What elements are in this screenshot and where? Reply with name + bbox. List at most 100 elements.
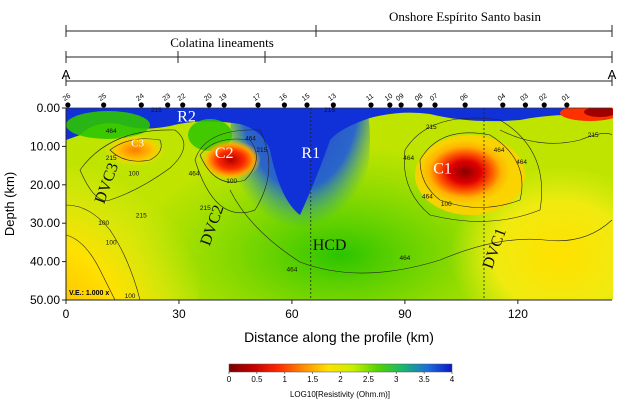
vertical-exaggeration-label: V.E.: 1.000 x [69,290,109,297]
contour-label: 100 [128,170,139,177]
station-markers: 26 25 24 23 22 20 19 17 16 15 13 11 10 09 08 07 06 04 03 02… [62,93,571,108]
top-brackets [65,25,613,86]
resistivity-field [66,108,613,300]
station-label: 04 [497,93,507,103]
station-dot [462,102,468,108]
x-tick-label: 30 [172,307,186,321]
station-dot [101,102,107,108]
station-label: 25 [98,93,108,103]
contour-label: 215 [588,132,599,139]
colorbar-tick-label: 3 [394,375,399,384]
x-tick-label: 0 [63,307,70,321]
station-dot [541,102,547,108]
station-label: 11 [365,93,375,103]
x-axis-label: Distance along the profile (km) [244,329,434,345]
station-label: 22 [177,93,187,103]
contour-label: 100 [106,239,117,246]
station-dot [180,102,186,108]
contour-label: 464 [245,136,256,143]
colorbar: 0 0.5 1 1.5 2 2.5 3 3.5 4 [227,363,455,384]
colorbar-tick-label: 0 [227,375,232,384]
x-axis: 0 30 60 90 120 [63,299,612,321]
colorbar-tick-label: 0.5 [251,375,263,384]
feature-label: R2 [177,108,196,125]
contour-label: 464 [516,159,527,166]
contour-label: 100 [98,220,109,227]
y-tick-label: 20.00 [30,178,60,192]
contour-label: 215 [106,155,117,162]
vertical-markers [310,108,485,300]
station-dot [500,102,506,108]
contour-label: 100 [125,293,136,300]
contour-label: 464 [494,147,505,154]
contour-label: 100 [226,178,237,185]
contour-label: 215 [136,213,147,220]
station-dot [165,102,171,108]
station-label: 03 [519,93,529,103]
station-dot [304,102,310,108]
contour-label: 464 [189,170,200,177]
x-tick-label: 60 [285,307,299,321]
contour-label: 464 [403,155,414,162]
station-label: 23 [162,93,172,103]
station-dot [206,102,212,108]
y-axis: 0.00 10.00 20.00 30.00 40.00 50.00 [30,101,67,307]
y-tick-label: 30.00 [30,216,60,230]
colorbar-tick-label: 4 [450,375,455,384]
station-label: 26 [62,93,72,103]
station-label: 09 [395,93,405,103]
colorbar-tick-label: 2 [338,375,343,384]
station-label: 24 [135,93,145,103]
feature-label: HCD [313,237,347,254]
x-tick-label: 90 [398,307,412,321]
station-label: 13 [327,93,337,103]
station-dot [65,102,71,108]
y-tick-label: 40.00 [30,255,60,269]
station-dot [255,102,261,108]
lineaments-label: Colatina lineaments [170,35,274,50]
station-label: 08 [414,93,424,103]
colorbar-gradient [228,363,453,373]
station-label: 16 [278,93,288,103]
colorbar-tick-label: 3.5 [419,375,431,384]
station-label: 19 [218,93,228,103]
station-dot [387,102,393,108]
station-dot [221,102,227,108]
x-tick-label: 120 [508,307,528,321]
station-dot [417,102,423,108]
contour-label: 215 [200,205,211,212]
contour-label: 215 [324,107,335,114]
station-label: 01 [561,93,571,103]
profile-end-label: A [608,67,617,82]
station-label: 17 [252,93,262,103]
contour-label: 215 [426,124,437,131]
contour-label: 215 [256,147,267,154]
station-dot [281,102,287,108]
station-label: 20 [203,93,213,103]
colorbar-tick-label: 1.5 [307,375,319,384]
station-dot [398,102,404,108]
station-label: 06 [459,93,469,103]
y-axis-label: Depth (km) [2,172,17,236]
contour-label: 464 [287,266,298,273]
station-dot [368,102,374,108]
station-dot [564,102,570,108]
y-tick-label: 10.00 [30,139,60,153]
station-label: 07 [429,93,439,103]
contour-label: 464 [422,193,433,200]
feature-label: C2 [215,145,234,162]
profile-start-label: A [62,67,71,82]
station-dot [522,102,528,108]
station-dot [330,102,336,108]
station-label: 10 [384,93,394,103]
contour-label: 215 [151,107,162,114]
contour-label: 464 [399,255,410,262]
onshore-basin-label: Onshore Espírito Santo basin [389,9,542,24]
station-dot [138,102,144,108]
colorbar-label: LOG10[Resistivity (Ohm.m)] [290,390,390,399]
colorbar-tick-label: 1 [283,375,288,384]
station-label: 15 [301,93,311,103]
feature-label: C1 [433,160,452,177]
y-tick-label: 0.00 [37,101,61,115]
contour-label: 100 [441,201,452,208]
